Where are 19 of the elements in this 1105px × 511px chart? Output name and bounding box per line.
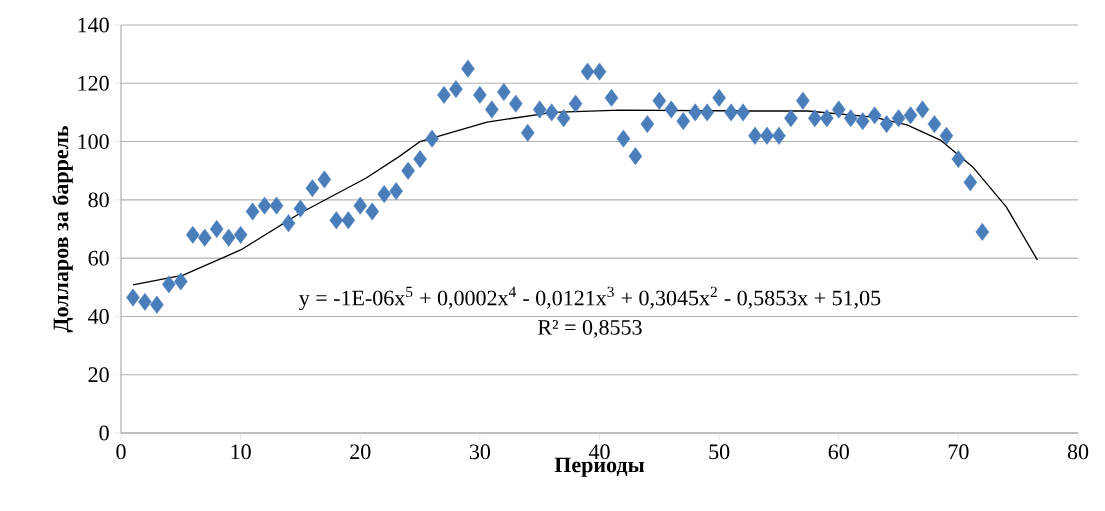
y-tick-label: 0 [99, 425, 109, 441]
x-tick-label: 60 [828, 444, 849, 460]
y-axis-title: Долларов за баррель [52, 125, 73, 333]
y-tick-label: 40 [88, 309, 109, 324]
x-tick-label: 20 [350, 444, 371, 460]
x-tick-label: 30 [469, 444, 491, 460]
y-tick-label: 100 [78, 134, 109, 149]
x-tick-label: 50 [709, 444, 730, 460]
y-tick-label: 60 [88, 250, 109, 266]
y-tick-label: 20 [88, 367, 109, 383]
y-tick-label: 140 [78, 17, 109, 33]
x-tick-label: 70 [948, 444, 969, 460]
y-tick-label: 80 [88, 192, 109, 208]
y-tick-label: 120 [78, 75, 109, 91]
x-tick-label: 0 [116, 444, 126, 460]
text: y = -1E-06x$^{5}$ + 0,0002x$^{4}$ - 0,0121x$^{3}$ + 0,3045x$^{2}$ - 0,5853x + 51,05 [299, 286, 881, 311]
annotation: R² = 0,8553 [537, 319, 642, 338]
x-tick-label: 80 [1067, 444, 1089, 460]
x-tick-label: 10 [231, 444, 251, 460]
